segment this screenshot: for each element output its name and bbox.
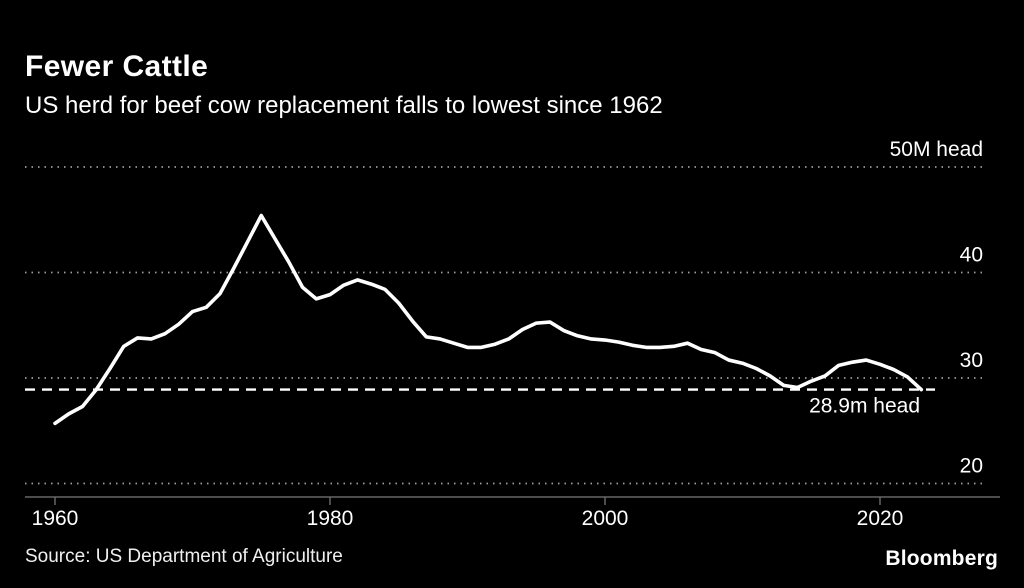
x-axis-label-2020: 2020 bbox=[857, 507, 904, 530]
annotation-label: 28.9m head bbox=[809, 395, 920, 418]
x-axis-label-1980: 1980 bbox=[307, 507, 354, 530]
chart-title: Fewer Cattle bbox=[25, 50, 209, 84]
beef-herd-series-line bbox=[53, 213, 924, 426]
y-axis-label-20: 20 bbox=[960, 455, 983, 478]
y-axis-label-50: 50M head bbox=[890, 138, 983, 161]
x-axis-label-1960: 1960 bbox=[32, 507, 79, 530]
bloomberg-logo: Bloomberg bbox=[885, 547, 998, 570]
y-axis-label-30: 30 bbox=[960, 349, 983, 372]
x-axis-label-2000: 2000 bbox=[582, 507, 629, 530]
source-note: Source: US Department of Agriculture bbox=[25, 546, 343, 567]
y-axis-label-40: 40 bbox=[960, 244, 983, 267]
chart-subtitle: US herd for beef cow replacement falls t… bbox=[25, 92, 663, 119]
